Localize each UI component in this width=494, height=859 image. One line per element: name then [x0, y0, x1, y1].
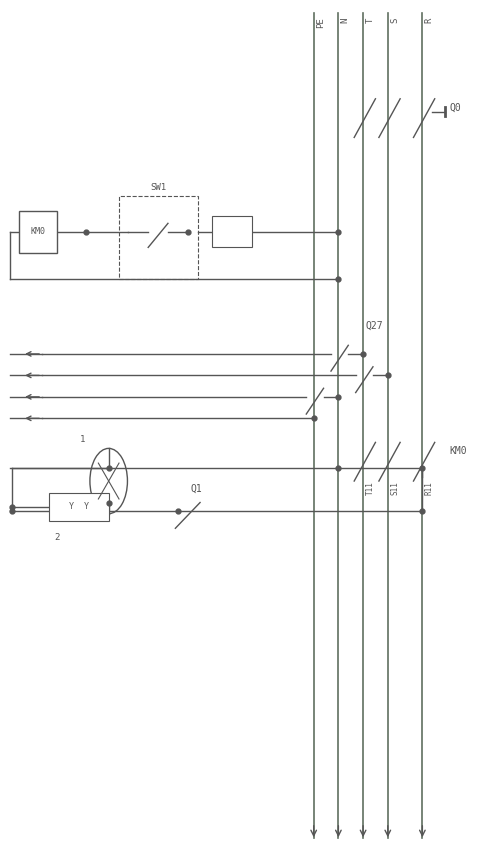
- Bar: [49, 493, 109, 521]
- Bar: [19, 211, 57, 253]
- Text: S: S: [390, 17, 399, 22]
- Text: 1: 1: [80, 436, 85, 444]
- Text: KM0: KM0: [30, 228, 45, 236]
- Text: Q27: Q27: [366, 320, 383, 331]
- Text: R11: R11: [425, 481, 434, 495]
- Text: SW1: SW1: [150, 184, 166, 192]
- Text: 2: 2: [54, 533, 60, 542]
- Text: KM0: KM0: [450, 446, 467, 456]
- Text: T: T: [366, 17, 374, 22]
- Bar: [119, 196, 198, 279]
- Bar: [212, 216, 252, 247]
- Text: S11: S11: [390, 481, 399, 495]
- Text: PE: PE: [316, 17, 325, 28]
- Text: Q1: Q1: [190, 484, 202, 494]
- Text: T11: T11: [366, 481, 374, 495]
- Text: R: R: [425, 17, 434, 22]
- Text: N: N: [341, 17, 350, 22]
- Text: Y  Y: Y Y: [69, 503, 89, 511]
- Text: Q0: Q0: [450, 102, 461, 113]
